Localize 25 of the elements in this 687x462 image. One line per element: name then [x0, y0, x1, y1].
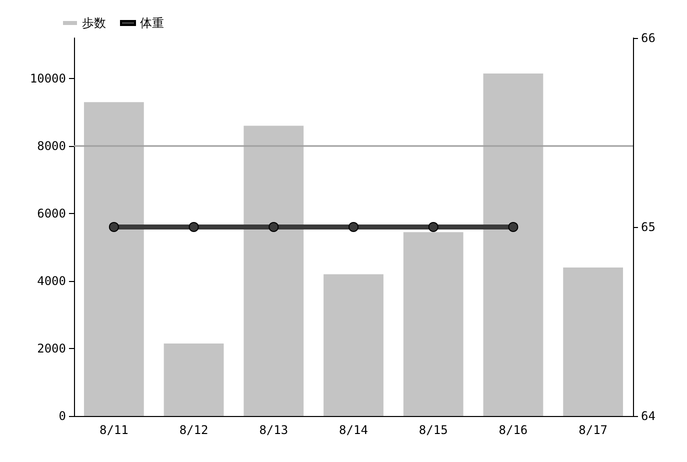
y-tick-label: 10000 — [30, 72, 66, 86]
y-tick-label: 8000 — [37, 139, 66, 153]
x-tick-label: 8/11 — [99, 423, 128, 437]
bar — [563, 268, 624, 416]
bar — [164, 343, 224, 416]
y-tick-label: 4000 — [37, 274, 66, 288]
x-tick-label: 8/12 — [179, 423, 208, 437]
legend-label: 体重 — [140, 16, 164, 30]
x-tick-label: 8/16 — [498, 423, 528, 437]
bar — [403, 232, 464, 416]
bar — [483, 73, 544, 416]
y2-tick-label: 65 — [641, 220, 656, 234]
x-tick-label: 8/14 — [339, 423, 368, 437]
x-tick-label: 8/17 — [578, 423, 608, 437]
x-tick-label: 8/15 — [418, 423, 448, 437]
y2-tick-label: 66 — [641, 31, 656, 45]
x-tick-label: 8/13 — [259, 423, 288, 437]
legend-label: 歩数 — [82, 16, 106, 30]
bar — [84, 102, 144, 416]
y-tick-label: 2000 — [37, 342, 66, 356]
y-tick-label: 6000 — [37, 206, 66, 220]
bar — [244, 126, 304, 416]
bar — [324, 274, 384, 416]
y2-tick-label: 64 — [641, 409, 656, 423]
y-tick-label: 0 — [58, 409, 66, 423]
